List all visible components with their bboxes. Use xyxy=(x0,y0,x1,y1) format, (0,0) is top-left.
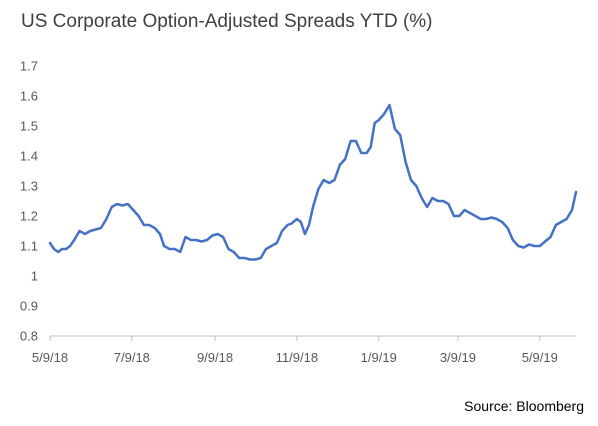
source-label: Source: Bloomberg xyxy=(464,398,584,414)
y-tick-label: 0.8 xyxy=(20,329,38,344)
x-tick-label: 1/9/19 xyxy=(361,350,397,365)
y-tick-label: 1.1 xyxy=(20,239,38,254)
y-tick-label: 1.7 xyxy=(20,59,38,74)
y-tick-label: 1.5 xyxy=(20,119,38,134)
x-tick-label: 5/9/19 xyxy=(522,350,558,365)
x-tick-label: 7/9/18 xyxy=(114,350,150,365)
chart-title: US Corporate Option-Adjusted Spreads YTD… xyxy=(21,11,433,32)
series-layer xyxy=(48,103,578,261)
y-tick-label: 1.4 xyxy=(20,149,38,164)
y-tick-label: 1.3 xyxy=(20,179,38,194)
y-tick-label: 1 xyxy=(31,269,38,284)
y-tick-label: 1.6 xyxy=(20,89,38,104)
x-axis-ticks: 5/9/18 7/9/18 9/9/18 11/9/18 1/9/19 3/9/19 5/9… xyxy=(32,336,558,365)
series-line-0 xyxy=(48,103,578,261)
x-tick-label: 9/9/18 xyxy=(197,350,233,365)
y-tick-label: 0.9 xyxy=(20,299,38,314)
x-tick-label: 11/9/18 xyxy=(276,350,318,365)
y-tick-label: 1.2 xyxy=(20,209,38,224)
y-axis-ticks: 0.8 0.9 1 1.1 1.2 1.3 1.4 1.5 1.6 1.7 xyxy=(20,59,38,344)
x-tick-label: 3/9/19 xyxy=(440,350,476,365)
x-tick-label: 5/9/18 xyxy=(32,350,68,365)
